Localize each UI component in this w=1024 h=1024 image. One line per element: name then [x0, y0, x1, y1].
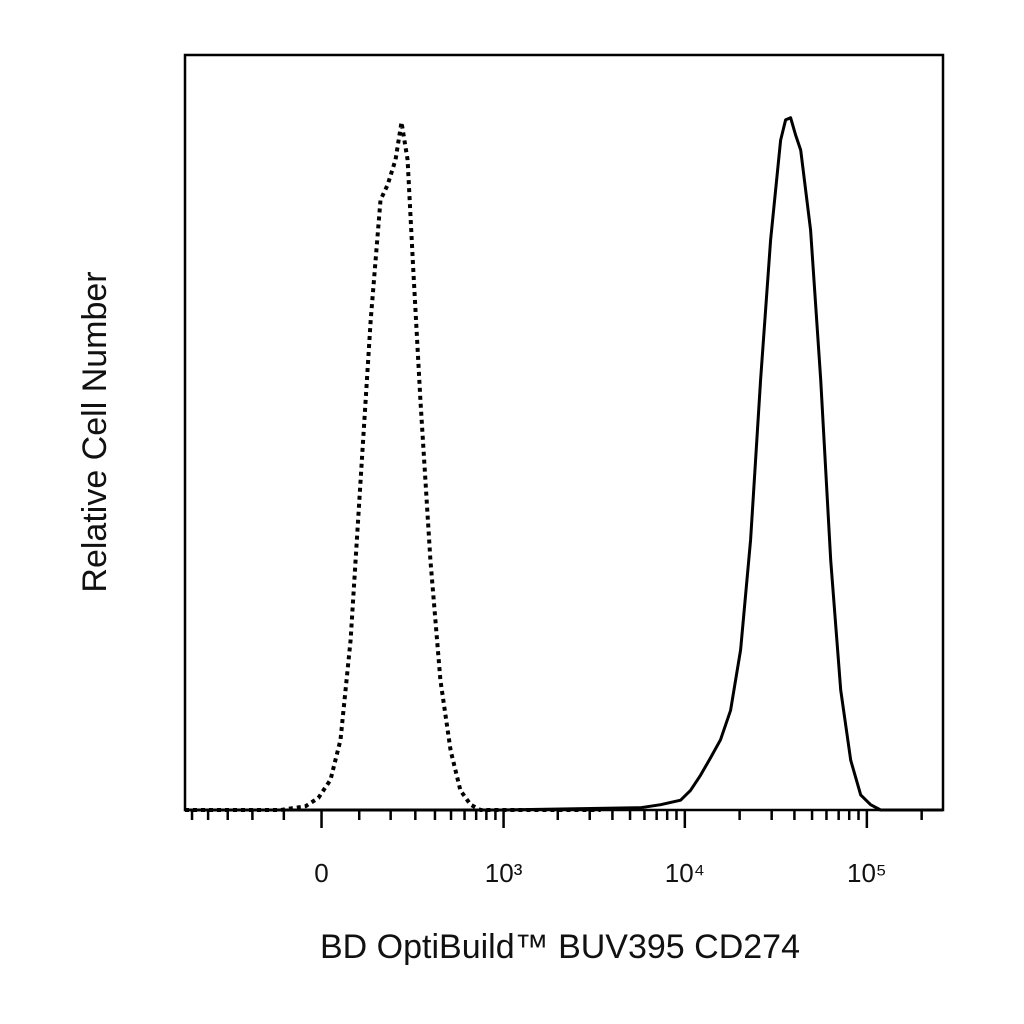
- y-axis-label: Relative Cell Number: [76, 271, 114, 592]
- plot-frame: [183, 53, 945, 812]
- x-tick-label: 10⁵: [847, 858, 887, 888]
- x-axis-label: BD OptiBuild™ BUV395 CD274: [320, 928, 800, 966]
- histogram-line: [185, 116, 943, 812]
- histogram-line: [185, 120, 601, 812]
- x-tick-label: 0: [314, 858, 328, 888]
- x-tick-label: 10³: [485, 858, 523, 888]
- x-tick-label: 10⁴: [665, 858, 705, 888]
